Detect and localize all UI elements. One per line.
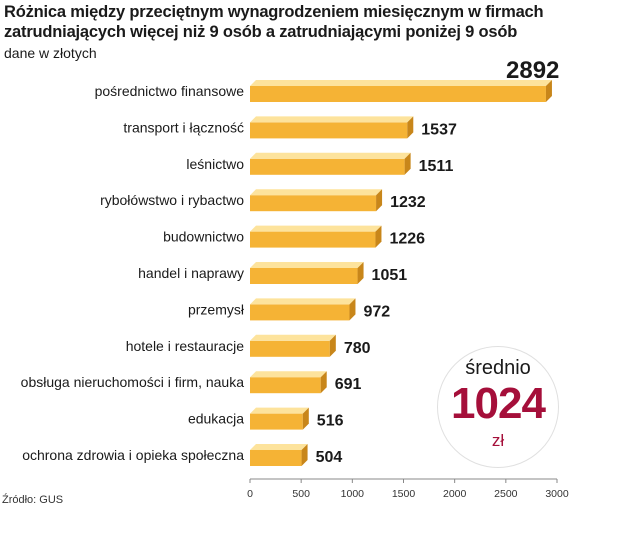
category-label: edukacja (188, 411, 244, 427)
bar (250, 340, 330, 357)
bar (250, 86, 546, 102)
value-label: 1511 (419, 158, 454, 175)
bar-side-face (357, 262, 364, 284)
category-label: pośrednictwo finansowe (95, 83, 245, 99)
average-value: 1024 (451, 379, 546, 428)
x-tick-label: 1500 (392, 488, 416, 500)
category-label: handel i naprawy (138, 265, 244, 281)
value-label: 972 (363, 303, 390, 320)
bar (250, 413, 303, 430)
bar-top-face (250, 189, 383, 196)
bar-side-face (329, 334, 336, 357)
category-label: budownictwo (163, 229, 244, 245)
bar (250, 158, 405, 175)
bar-top-face (250, 298, 356, 305)
x-tick-label: 1000 (341, 488, 365, 500)
bar-side-face (302, 407, 309, 430)
bar (250, 450, 302, 466)
average-unit: zł (491, 431, 505, 450)
average-label: średnio (465, 357, 531, 379)
bar (250, 304, 350, 321)
value-label: 1226 (389, 231, 425, 248)
source-note: Źródło: GUS (2, 494, 64, 506)
bar-side-face (375, 225, 382, 248)
category-label: obsługa nieruchomości i firm, nauka (21, 374, 245, 390)
category-label: rybołówstwo i rybactwo (100, 192, 244, 208)
bar-top-face (250, 80, 552, 86)
bar-top-face (250, 116, 414, 123)
bar-side-face (545, 80, 552, 102)
chart-title: Różnica między przeciętnym wynagrodzenie… (4, 3, 544, 41)
value-label: 1232 (390, 194, 426, 211)
chart-subtitle: dane w złotych (4, 45, 97, 61)
average-badge: średnio 1024 zł (437, 346, 559, 468)
bar (250, 195, 377, 212)
bar-top-face (250, 407, 309, 414)
bar-side-face (404, 152, 411, 175)
x-tick-label: 0 (247, 488, 253, 500)
bar-top-face (250, 152, 411, 159)
bar-top-face (250, 225, 382, 232)
value-label: 2892 (506, 57, 559, 84)
value-label: 516 (317, 413, 344, 430)
value-label: 1051 (372, 267, 408, 284)
bar-side-face (349, 298, 356, 321)
x-tick-label: 3000 (545, 488, 569, 500)
bar-top-face (250, 334, 336, 341)
bar-top-face (250, 371, 327, 378)
x-tick-label: 2500 (494, 488, 518, 500)
bar-side-face (407, 116, 414, 139)
value-label: 691 (335, 376, 362, 393)
x-tick-label: 2000 (443, 488, 467, 500)
bar-side-face (301, 444, 308, 466)
bar (250, 377, 321, 394)
x-tick-label: 500 (292, 488, 310, 500)
bar (250, 231, 376, 248)
value-label: 1537 (421, 121, 457, 138)
bar-side-face (376, 189, 383, 212)
category-label: transport i łączność (123, 119, 244, 135)
value-label: 504 (316, 449, 343, 466)
bar (250, 122, 408, 139)
bar-side-face (320, 371, 327, 394)
bar (250, 268, 358, 284)
category-label: hotele i restauracje (126, 338, 245, 354)
bar-top-face (250, 444, 308, 450)
category-label: leśnictwo (186, 156, 244, 172)
category-label: przemysł (188, 301, 245, 317)
bar-top-face (250, 262, 364, 268)
value-label: 780 (344, 340, 371, 357)
category-label: ochrona zdrowia i opieka społeczna (22, 447, 244, 463)
